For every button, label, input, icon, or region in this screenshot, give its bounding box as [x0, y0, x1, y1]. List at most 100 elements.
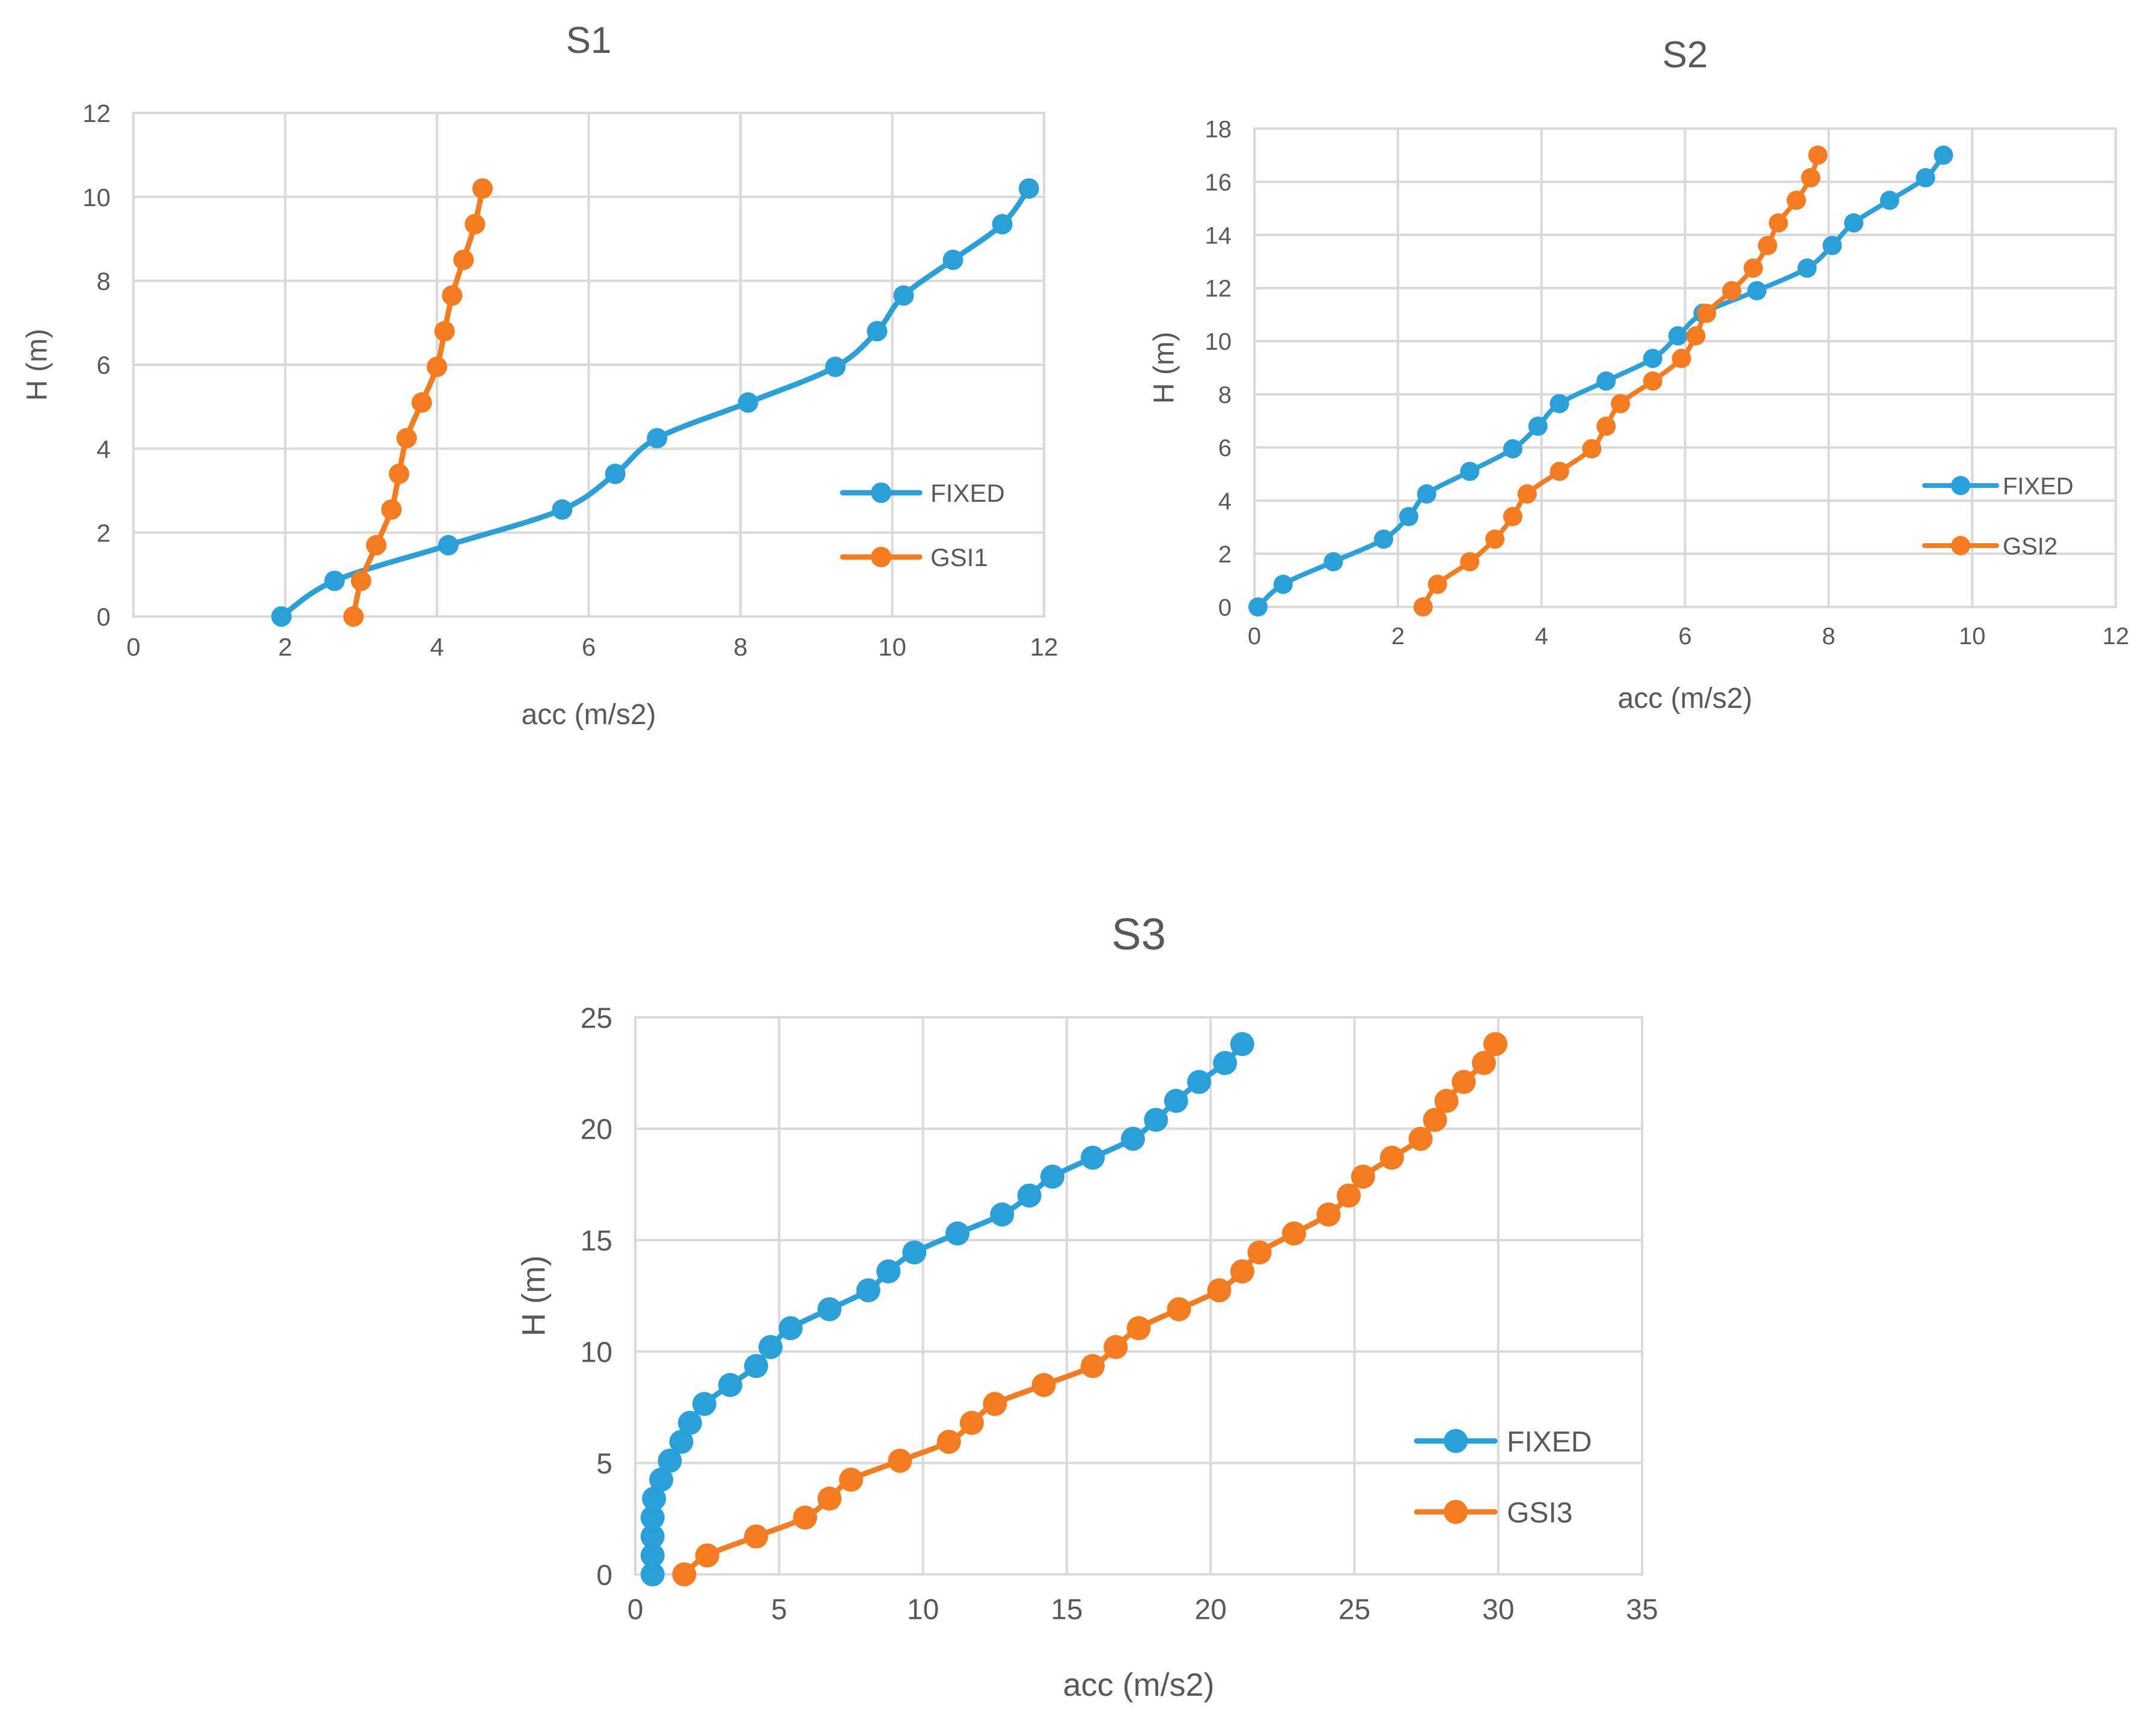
data-point — [744, 1524, 768, 1549]
data-point — [427, 356, 447, 377]
data-point — [343, 606, 364, 627]
data-point — [388, 463, 409, 484]
data-point — [472, 178, 493, 199]
data-point — [902, 1240, 927, 1265]
legend-label: GSI3 — [1507, 1497, 1572, 1529]
y-tick-label: 12 — [82, 99, 111, 127]
data-point — [1582, 439, 1602, 458]
data-point — [1248, 597, 1268, 617]
data-point — [640, 1524, 665, 1549]
data-point — [1550, 394, 1569, 413]
data-point — [1471, 1051, 1496, 1076]
data-point — [1801, 168, 1821, 187]
data-point — [1423, 1107, 1447, 1132]
data-point — [1017, 1183, 1042, 1208]
plot-area-border — [1253, 127, 2117, 608]
data-point — [552, 499, 573, 520]
data-point — [1018, 178, 1039, 199]
series-fixed — [640, 1032, 1254, 1586]
x-tick-label: 6 — [582, 633, 596, 661]
y-tick-label: 18 — [1205, 116, 1232, 142]
legend-label: FIXED — [1507, 1426, 1592, 1458]
x-tick-label: 25 — [1339, 1594, 1370, 1625]
data-point — [1460, 552, 1480, 571]
x-tick-label: 0 — [126, 633, 140, 661]
data-point — [396, 428, 417, 449]
y-tick-label: 15 — [581, 1225, 612, 1257]
y-tick-label: 4 — [97, 435, 111, 463]
data-point — [1934, 145, 1953, 165]
data-point — [1336, 1183, 1361, 1208]
y-axis-title: H (m) — [516, 1255, 552, 1336]
data-point — [411, 392, 432, 413]
data-point — [1126, 1316, 1151, 1341]
data-point — [1643, 371, 1663, 391]
y-tick-label: 6 — [97, 351, 111, 379]
y-axis-title: H (m) — [22, 329, 53, 401]
y-tick-label: 5 — [596, 1448, 612, 1480]
x-tick-label: 4 — [1535, 623, 1548, 650]
y-tick-label: 0 — [596, 1559, 612, 1591]
data-point — [1428, 574, 1447, 594]
x-tick-label: 0 — [628, 1594, 644, 1625]
data-point — [1697, 303, 1717, 323]
data-point — [324, 570, 345, 591]
data-point — [1080, 1354, 1105, 1378]
y-tick-label: 0 — [1218, 594, 1232, 621]
data-point — [1686, 326, 1706, 346]
data-point — [692, 1392, 716, 1416]
legend-marker — [1444, 1429, 1468, 1453]
data-point — [825, 356, 846, 377]
data-point — [1503, 507, 1522, 526]
y-tick-label: 2 — [97, 519, 111, 547]
data-point — [1668, 326, 1688, 346]
data-point — [1187, 1070, 1211, 1094]
legend-marker — [1444, 1500, 1468, 1524]
legend-marker — [1951, 476, 1970, 495]
data-point — [1517, 484, 1537, 504]
data-point — [888, 1448, 912, 1473]
data-point — [744, 1354, 768, 1378]
data-point — [649, 1467, 674, 1492]
y-tick-label: 8 — [97, 267, 111, 295]
series-gsi2 — [1413, 145, 1828, 617]
data-point — [1643, 349, 1663, 368]
data-point — [1768, 213, 1788, 233]
data-point — [642, 1486, 667, 1511]
y-tick-label: 2 — [1218, 541, 1232, 568]
data-point — [672, 1562, 697, 1586]
x-tick-label: 2 — [1391, 623, 1405, 650]
data-point — [1120, 1127, 1145, 1151]
data-point — [1104, 1335, 1128, 1359]
data-point — [1080, 1145, 1105, 1170]
y-tick-label: 20 — [581, 1114, 612, 1146]
data-point — [1213, 1051, 1238, 1076]
x-tick-label: 8 — [733, 633, 747, 661]
data-point — [817, 1486, 842, 1511]
data-point — [876, 1259, 901, 1284]
data-point — [737, 392, 759, 413]
legend-label: GSI2 — [2003, 533, 2057, 559]
legend-label: GSI1 — [930, 543, 988, 571]
series-gsi1 — [343, 178, 493, 627]
series-gsi3 — [672, 1032, 1507, 1586]
data-point — [1167, 1297, 1191, 1321]
y-tick-label: 10 — [1205, 329, 1232, 355]
data-point — [893, 285, 914, 306]
chart-s2: S2 0 2 4 6 8 10 12 14 16 18 0 2 4 6 8 10 12 acc (m/s2) H (m… — [1149, 34, 2130, 714]
x-tick-label: 12 — [1030, 633, 1058, 661]
data-point — [438, 535, 459, 556]
data-point — [1485, 529, 1505, 549]
plot-area-border — [132, 112, 1045, 618]
data-point — [695, 1543, 719, 1568]
data-point — [1528, 416, 1548, 436]
x-tick-label: 10 — [1959, 623, 1986, 650]
data-point — [1413, 597, 1433, 617]
legend-label: FIXED — [2003, 473, 2074, 499]
data-point — [1281, 1221, 1306, 1246]
data-point — [990, 1202, 1015, 1227]
y-tick-label: 14 — [1205, 222, 1232, 249]
y-tick-label: 6 — [1218, 435, 1232, 461]
data-point — [1757, 236, 1777, 255]
data-point — [1408, 1127, 1433, 1151]
